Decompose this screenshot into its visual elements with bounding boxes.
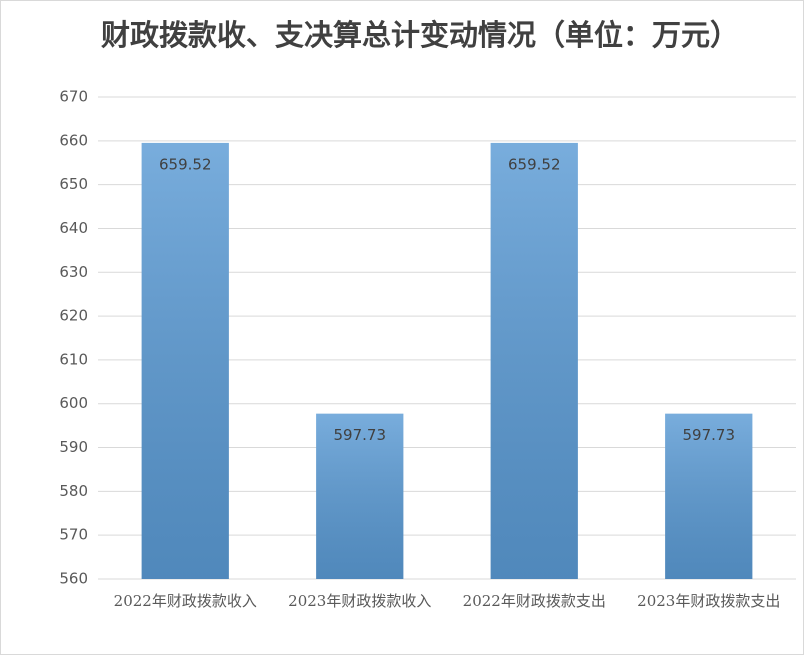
x-tick-label: 2023年财政拨款收入 <box>288 592 431 610</box>
x-tick-label: 2022年财政拨款支出 <box>463 592 606 610</box>
y-tick-label: 650 <box>59 175 88 193</box>
y-tick-label: 570 <box>59 526 88 544</box>
bar-shading <box>141 142 229 579</box>
y-tick-label: 600 <box>59 394 88 412</box>
x-tick-label: 2022年财政拨款收入 <box>114 592 257 610</box>
y-tick-label: 590 <box>59 438 88 456</box>
y-tick-label: 660 <box>59 131 88 149</box>
bar-shading <box>490 142 578 579</box>
y-tick-label: 610 <box>59 350 88 368</box>
value-label: 659.52 <box>159 155 212 173</box>
value-label: 597.73 <box>683 426 736 444</box>
y-tick-label: 580 <box>59 482 88 500</box>
value-label: 597.73 <box>334 426 387 444</box>
chart-title: 财政拨款收、支决算总计变动情况（单位：万元） <box>101 18 740 52</box>
bar-shading <box>316 413 404 579</box>
y-tick-label: 640 <box>59 219 88 237</box>
x-tick-label: 2023年财政拨款支出 <box>637 592 780 610</box>
value-label: 659.52 <box>508 155 561 173</box>
y-tick-label: 670 <box>59 88 88 106</box>
bar-shading <box>665 413 753 579</box>
y-tick-label: 630 <box>59 263 88 281</box>
y-tick-label: 560 <box>59 570 88 588</box>
y-tick-label: 620 <box>59 307 88 325</box>
